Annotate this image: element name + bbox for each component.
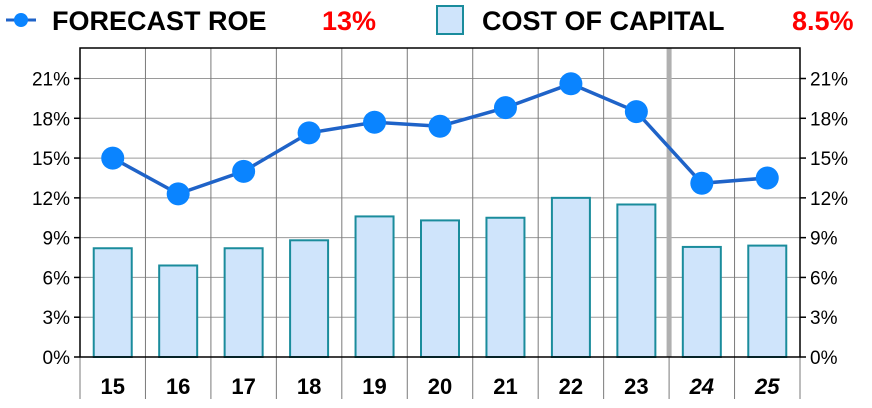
bar [223, 247, 264, 358]
y-tick-label-right: 0% [810, 348, 838, 369]
y-tick-label-left: 21% [32, 70, 70, 91]
y-tick-label-left: 15% [32, 149, 70, 170]
y-tick-label-right: 18% [810, 109, 848, 130]
legend-roe-label: FORECAST ROE [52, 6, 267, 36]
y-tick-label-right: 3% [810, 308, 838, 329]
y-tick-label-right: 12% [810, 189, 848, 210]
y-tick-label-right: 15% [810, 149, 848, 170]
legend-coc-value: 8.5% [792, 6, 854, 36]
bar [92, 247, 133, 358]
x-tick-label: 22 [559, 374, 583, 399]
roe-point [166, 182, 190, 206]
legend-roe-value: 13% [322, 6, 376, 36]
y-tick-label-left: 9% [43, 229, 71, 250]
roe-point [232, 159, 256, 183]
y-tick-label-right: 6% [810, 268, 838, 289]
roe-point [428, 114, 452, 138]
x-tick-label: 23 [624, 374, 648, 399]
y-tick-label-left: 3% [43, 308, 71, 329]
bar [485, 216, 526, 358]
roe-point [493, 96, 517, 120]
bar [158, 264, 199, 358]
bar [747, 244, 788, 358]
roe-point [363, 110, 387, 134]
y-tick-label-left: 0% [43, 348, 71, 369]
x-tick-label: 19 [362, 374, 386, 399]
bar [681, 245, 722, 358]
plot-area: 0% 0% 3% 3% 6% 6% 9% 9% 12% 12% 15% 15% 18% 18% 21% 21%… [32, 47, 848, 399]
roe-point [755, 166, 779, 190]
x-tick-label: 17 [231, 374, 255, 399]
legend-coc-swatch-icon [436, 5, 464, 35]
roe-point [690, 171, 714, 195]
y-tick-label-right: 21% [810, 70, 848, 91]
x-tick-label: 16 [166, 374, 190, 399]
x-tick-label: 21 [493, 374, 517, 399]
y-tick-label-right: 9% [810, 229, 838, 250]
roe-point [624, 100, 648, 124]
y-tick-label-left: 18% [32, 109, 70, 130]
bar [354, 215, 395, 358]
roe-point [297, 121, 321, 145]
y-tick-label-left: 6% [43, 268, 71, 289]
roe-point [101, 146, 125, 170]
legend: FORECAST ROE 13% COST OF CAPITAL 8.5% [6, 5, 854, 36]
bar [550, 196, 591, 358]
legend-roe-marker-icon [14, 13, 28, 27]
bar [420, 219, 460, 358]
bar [616, 203, 657, 358]
x-tick-label: 25 [754, 374, 780, 399]
y-tick-label-left: 12% [32, 189, 70, 210]
x-tick-label: 24 [689, 374, 714, 399]
roe-point [559, 72, 583, 96]
plot-border [79, 47, 801, 358]
legend-coc-label: COST OF CAPITAL [482, 6, 725, 36]
x-tick-label: 18 [297, 374, 321, 399]
x-tick-label: 20 [428, 374, 452, 399]
x-tick-label: 15 [100, 374, 124, 399]
bar [289, 239, 330, 359]
